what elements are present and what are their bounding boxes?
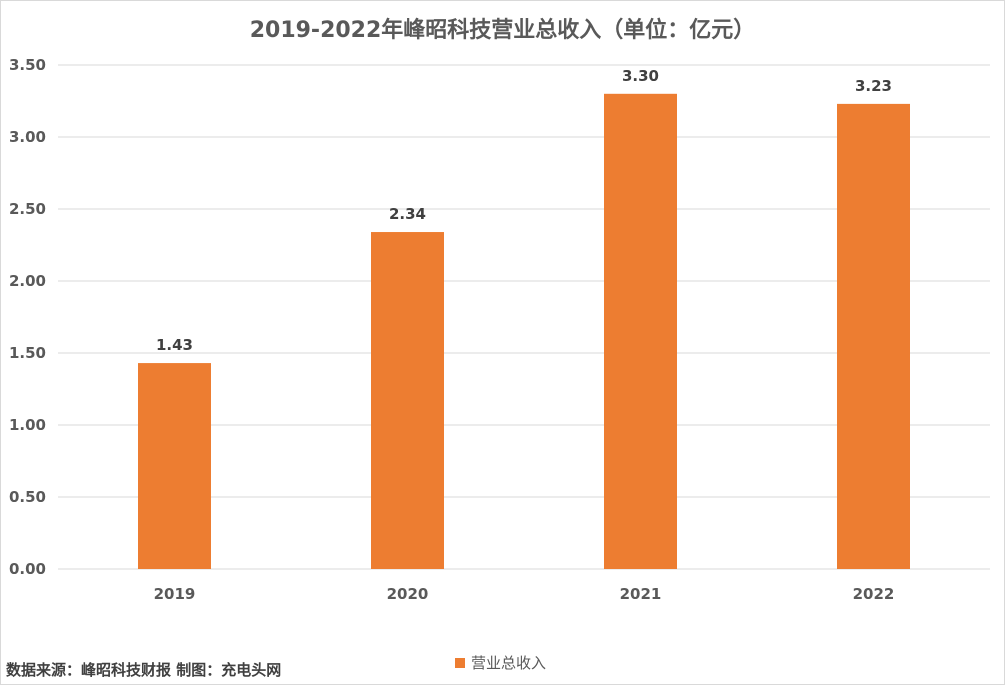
bars [138, 93, 910, 570]
bar [604, 93, 677, 570]
x-tick-label: 2019 [154, 585, 196, 603]
x-tick-label: 2020 [387, 585, 429, 603]
y-tick-label: 3.50 [9, 56, 46, 74]
gridlines [58, 64, 990, 570]
x-tick-label: 2022 [853, 585, 895, 603]
data-label: 2.34 [389, 205, 426, 223]
y-tick-label: 0.50 [9, 488, 46, 506]
y-tick-label: 1.50 [9, 344, 46, 362]
legend-swatch [455, 657, 465, 668]
legend-label: 营业总收入 [471, 654, 547, 672]
bar [371, 232, 444, 570]
y-tick-label: 2.50 [9, 200, 46, 218]
y-tick-label: 2.00 [9, 272, 46, 290]
bar [837, 103, 910, 569]
data-labels: 1.43 2.34 3.30 3.23 [156, 67, 892, 354]
y-tick-label: 0.00 [9, 560, 46, 578]
y-tick-label: 3.00 [9, 128, 46, 146]
data-label: 3.23 [855, 77, 892, 95]
bar [138, 363, 211, 569]
chart-title: 2019-2022年峰昭科技营业总收入（单位：亿元） [249, 18, 756, 43]
legend: 营业总收入 [455, 652, 546, 673]
y-tick-label: 1.00 [9, 416, 46, 434]
data-label: 1.43 [156, 336, 193, 354]
x-tick-label: 2021 [620, 585, 662, 603]
source-note: 数据来源：峰昭科技财报 制图：充电头网 [6, 661, 282, 679]
x-axis: 2019 2020 2021 2022 [154, 585, 895, 603]
y-axis: 0.00 0.50 1.00 1.50 2.00 2.50 3.00 3.50 [9, 56, 46, 578]
data-label: 3.30 [622, 67, 659, 85]
